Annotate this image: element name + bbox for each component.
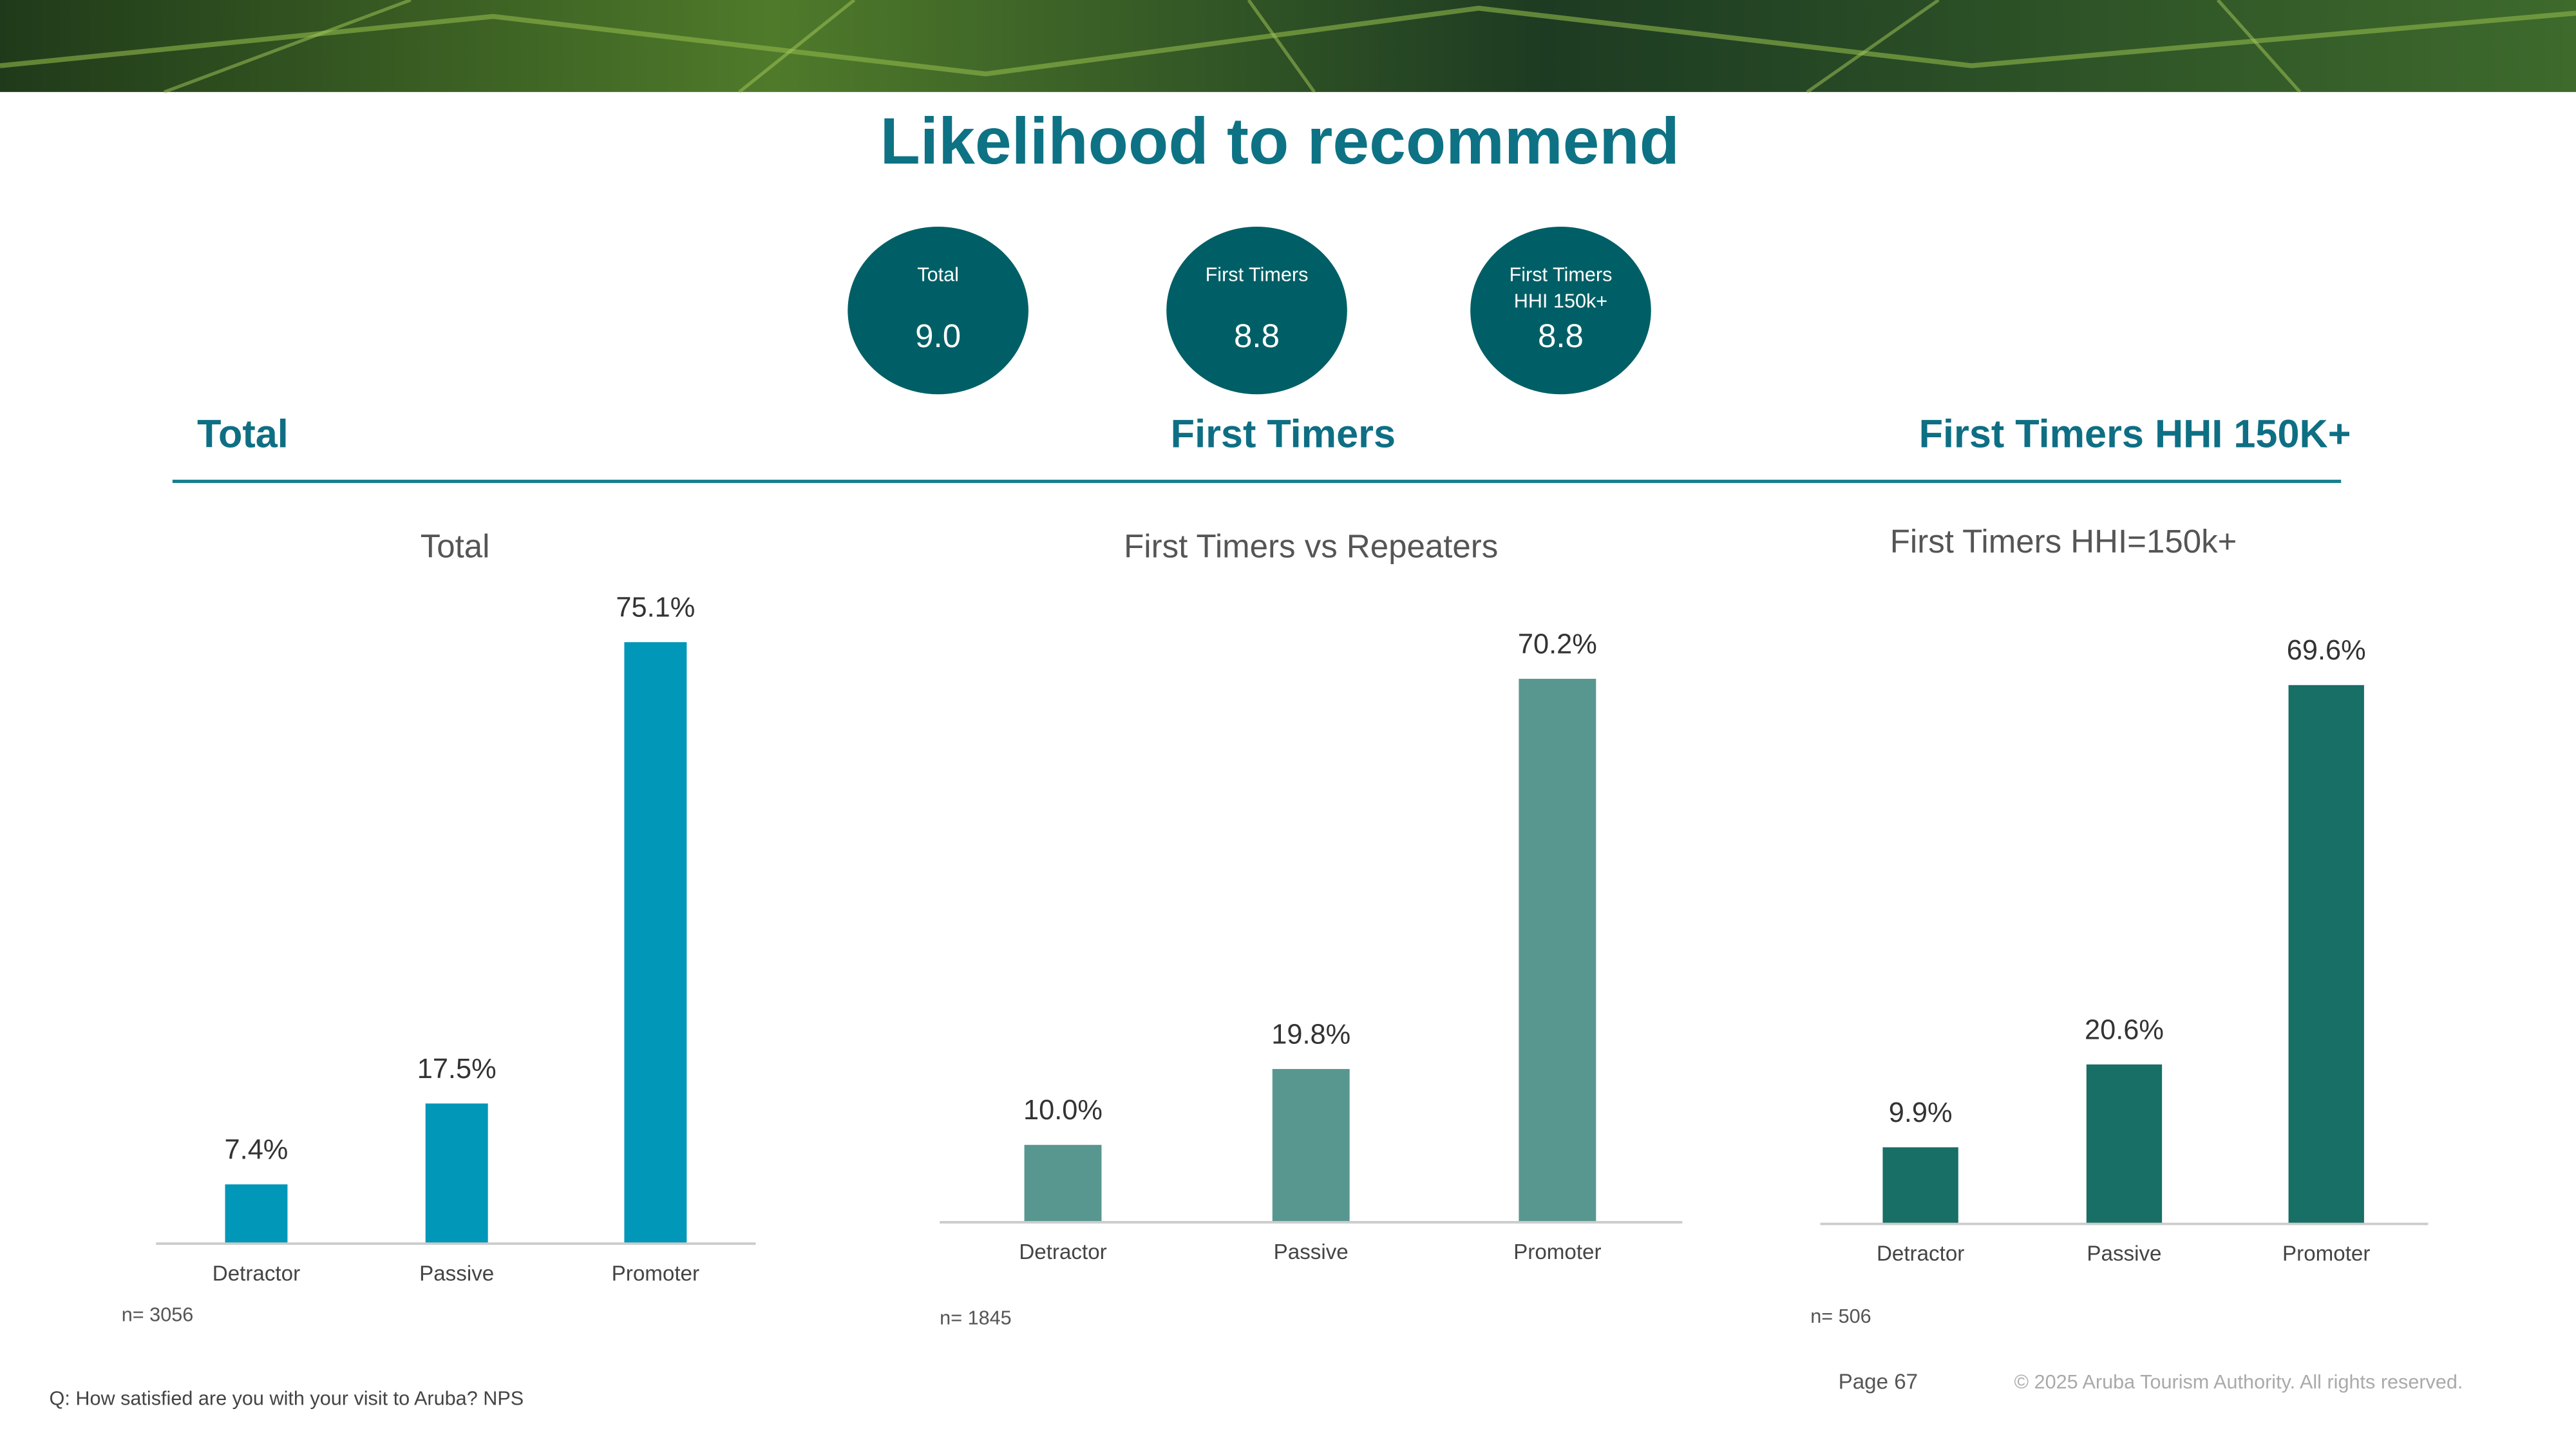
sample-note: n= 1845: [940, 1307, 1012, 1329]
chart-title: Total: [421, 528, 490, 565]
page-number: Page 67: [1839, 1370, 1918, 1394]
value-label: 9.9%: [1889, 1097, 1953, 1128]
x-tick-label: Passive: [2087, 1242, 2161, 1266]
x-tick-label: Passive: [1274, 1240, 1349, 1264]
value-label: 7.4%: [225, 1135, 289, 1166]
chart: First Timers vs Repeaters 10.0% Detractor 1…: [940, 528, 1683, 1329]
bar: [225, 1184, 288, 1244]
bar: [1519, 679, 1596, 1222]
copyright: © 2025 Aruba Tourism Authority. All righ…: [2014, 1371, 2463, 1393]
bar: [1272, 1068, 1350, 1222]
bar: [2288, 685, 2364, 1224]
section-header: First Timers: [1171, 412, 1396, 456]
value-label: 75.1%: [616, 592, 695, 623]
x-tick-label: Promoter: [612, 1262, 699, 1285]
page-title: Likelihood to recommend: [880, 104, 1680, 178]
score-value: 9.0: [915, 317, 961, 354]
chart-title: First Timers HHI=150k+: [1890, 523, 2237, 560]
score-circle: [1166, 227, 1347, 395]
score-value: 8.8: [1234, 317, 1280, 354]
chart: First Timers HHI=150k+ 9.9% Detractor 20.6%…: [1810, 523, 2429, 1327]
bar: [1024, 1144, 1102, 1222]
chart: Total 7.4% Detractor 17.5% Passive 75.1% Promo…: [122, 528, 756, 1325]
score-label: HHI 150k+: [1514, 290, 1607, 312]
x-tick-label: Promoter: [2282, 1242, 2370, 1266]
x-tick-label: Passive: [419, 1262, 494, 1285]
bar: [1882, 1147, 1958, 1224]
section-header: Total: [197, 412, 289, 456]
x-tick-label: Detractor: [213, 1262, 300, 1285]
value-label: 10.0%: [1023, 1095, 1103, 1126]
sample-note: n= 3056: [122, 1303, 194, 1325]
score-label: Total: [917, 264, 959, 286]
score-label: First Timers: [1206, 264, 1309, 286]
score-circle: [848, 227, 1028, 395]
x-tick-label: Promoter: [1513, 1240, 1601, 1264]
question: Q: How satisfied are you with your visit…: [50, 1388, 524, 1410]
bar: [425, 1103, 488, 1244]
value-label: 19.8%: [1271, 1019, 1350, 1050]
score-circle: [1470, 227, 1651, 395]
section-header: First Timers HHI 150K+: [1919, 412, 2351, 456]
banner: [0, 0, 2576, 94]
x-tick-label: Detractor: [1877, 1242, 1964, 1266]
value-label: 17.5%: [417, 1054, 497, 1084]
value-label: 20.6%: [2085, 1014, 2164, 1045]
bar: [624, 642, 687, 1244]
x-tick-label: Detractor: [1019, 1240, 1106, 1264]
score-label: First Timers: [1510, 264, 1613, 286]
score-value: 8.8: [1538, 317, 1584, 354]
value-label: 69.6%: [2287, 635, 2366, 666]
sample-note: n= 506: [1810, 1305, 1871, 1327]
bar: [2086, 1064, 2163, 1224]
chart-title: First Timers vs Repeaters: [1124, 528, 1498, 565]
value-label: 70.2%: [1518, 629, 1597, 659]
